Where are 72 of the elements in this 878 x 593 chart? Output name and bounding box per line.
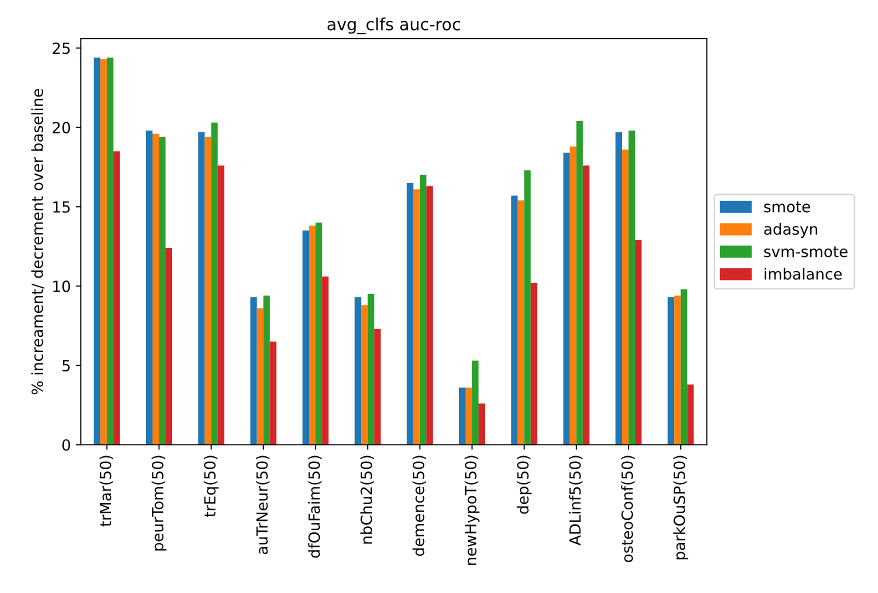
x-tick-label: ADLinf5(50): [568, 456, 583, 546]
bar: [250, 297, 257, 445]
x-tick-label: newHypoT(50): [464, 456, 480, 565]
bar: [374, 328, 381, 445]
bar: [256, 308, 264, 445]
x-tick-label: dep(50): [516, 456, 532, 514]
bar: [218, 165, 224, 445]
x-tick-label: trEq(50): [204, 456, 219, 518]
bar: [322, 276, 329, 445]
bar: [309, 226, 316, 445]
bar: [316, 222, 322, 445]
bar: [466, 388, 472, 445]
bar: [582, 165, 590, 445]
bar: [628, 130, 636, 445]
x-tick-label: peurTom(50): [152, 456, 166, 550]
bar: [426, 186, 433, 445]
bar: [146, 130, 153, 445]
y-tick-label: 20: [52, 122, 70, 134]
bar: [152, 134, 160, 445]
bar: [615, 132, 622, 445]
bar: [635, 240, 642, 445]
x-tick-label: auTrNeur(50): [256, 456, 270, 554]
y-tick-label: 10: [53, 280, 70, 292]
bar: [204, 136, 212, 445]
bar: [106, 58, 114, 445]
x-tick-label: dfOuFaim(50): [308, 456, 322, 558]
bar: [354, 297, 362, 445]
bar: [530, 282, 538, 445]
y-tick-label: 15: [53, 201, 70, 213]
bar: [622, 150, 629, 445]
x-tick-label: osteoConf(50): [621, 456, 635, 562]
bar: [211, 122, 218, 445]
bar: [687, 384, 694, 445]
legend-label: smote: [764, 202, 810, 212]
bar: [472, 360, 479, 445]
x-tick-label: parkOuSP(50): [673, 456, 688, 560]
y-tick-label: 5: [62, 360, 70, 372]
y-tick-label: 0: [62, 439, 70, 451]
bar: [420, 175, 426, 445]
legend-label: svm-smote: [764, 246, 848, 258]
bar: [94, 58, 100, 445]
bar: [361, 305, 368, 445]
bar: [406, 182, 414, 445]
legend-label: adasyn: [764, 223, 818, 238]
x-tick-label: demence(50): [412, 456, 426, 556]
chart-title: avg_clfs auc-roc: [328, 18, 460, 34]
x-tick-label: nbChu2(50): [360, 456, 374, 544]
bar: [524, 170, 531, 445]
bar: [166, 248, 172, 445]
bar: [674, 296, 681, 445]
y-axis-title: % increament/ decrement over baseline: [31, 89, 44, 394]
bar: [368, 294, 374, 445]
bar: [302, 230, 310, 445]
bar: [680, 289, 688, 445]
bar: [518, 200, 524, 445]
bar: [100, 59, 107, 445]
bar: [413, 189, 420, 445]
y-tick-label: 25: [52, 42, 70, 54]
bar: [478, 403, 486, 445]
bar: [668, 297, 674, 445]
bar: [458, 388, 466, 445]
bar: [270, 342, 276, 445]
legend-label: imbalance: [764, 268, 842, 280]
bar: [511, 196, 518, 445]
x-tick-label: trMar(50): [99, 456, 114, 527]
bar: [570, 146, 576, 445]
bar: [563, 152, 570, 445]
bar: [113, 151, 120, 445]
bar: [159, 136, 166, 445]
bar: [263, 296, 270, 445]
bar: [576, 121, 583, 445]
bar: [198, 132, 205, 445]
